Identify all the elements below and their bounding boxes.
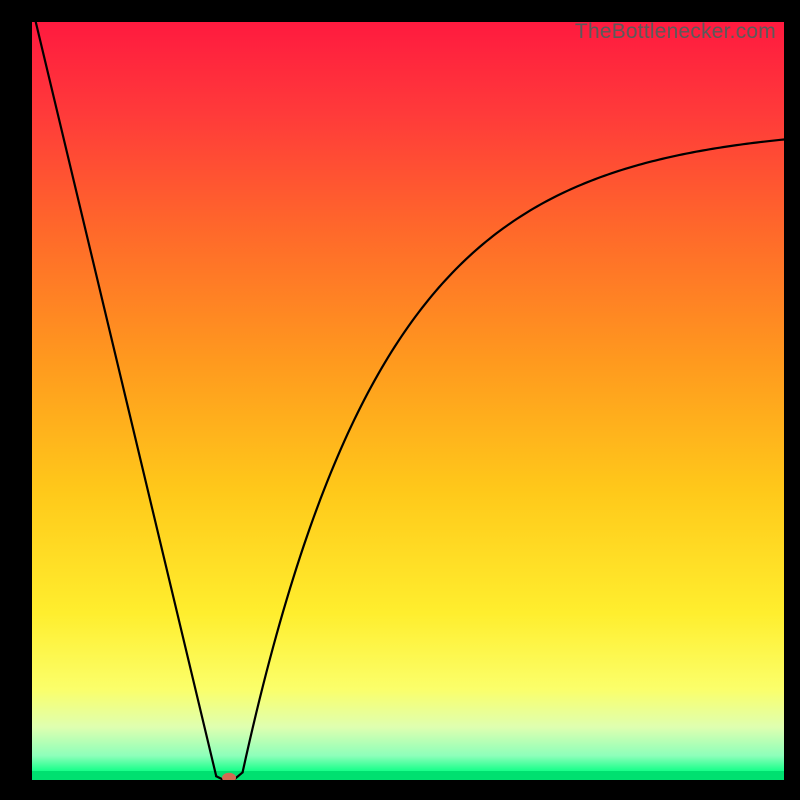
left-descent-line bbox=[36, 22, 216, 776]
right-asymptotic-curve bbox=[243, 139, 784, 772]
chart-frame: TheBottlenecker.com bbox=[0, 0, 800, 800]
watermark-text: TheBottlenecker.com bbox=[575, 22, 776, 44]
curve-layer bbox=[32, 22, 784, 780]
plot-area: TheBottlenecker.com bbox=[32, 22, 784, 780]
min-point-marker bbox=[222, 773, 236, 780]
